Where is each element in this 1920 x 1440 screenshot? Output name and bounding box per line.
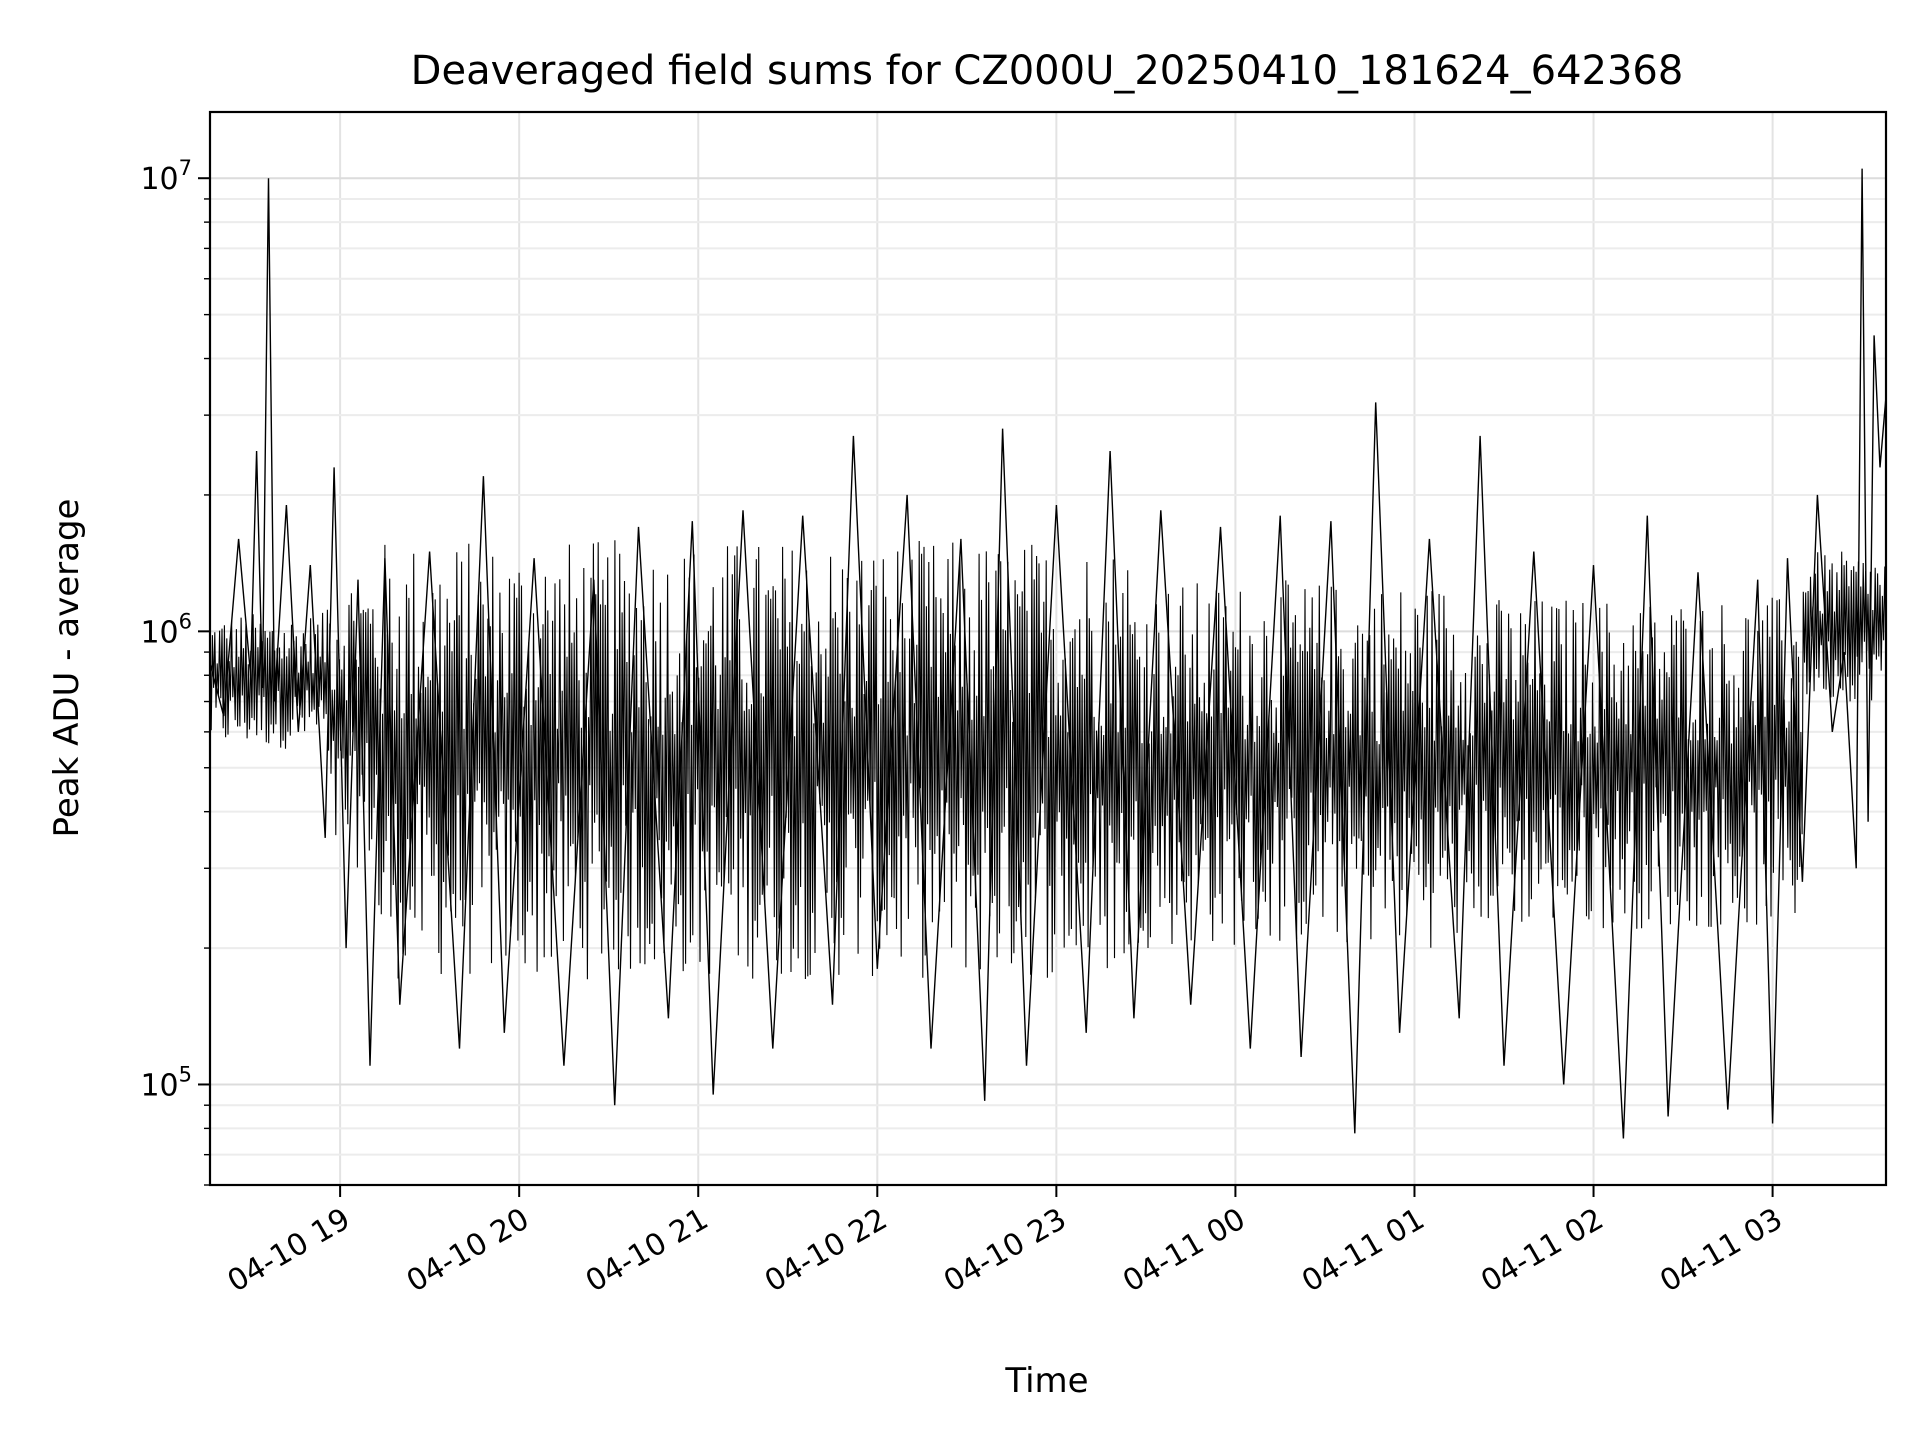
y-axis-label: Peak ADU - average (47, 499, 87, 838)
x-axis-label: Time (1004, 1361, 1088, 1401)
y-axis: 105 106 107 (140, 156, 210, 1186)
plot-frame (208, 110, 1888, 1187)
y-tick-label: 105 (140, 1062, 192, 1103)
y-tick-label: 107 (140, 156, 192, 197)
series-anchor-line (209, 168, 1887, 1139)
chart-title: Deaveraged field sums for CZ000U_2025041… (411, 48, 1684, 94)
y-tick-label: 106 (140, 609, 192, 650)
series-layer (209, 168, 1887, 1139)
series-line (209, 540, 1887, 980)
